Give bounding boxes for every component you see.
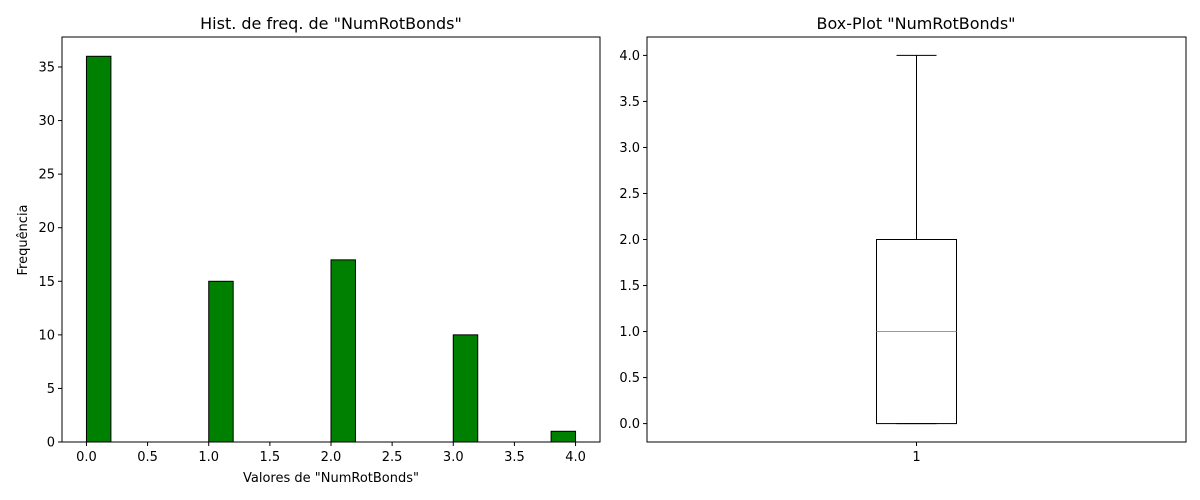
histogram-x-axis-label: Valores de "NumRotBonds" xyxy=(243,471,419,486)
x-tick-label: 0.0 xyxy=(76,450,97,465)
x-tick-label: 1.5 xyxy=(260,450,281,465)
boxplot-title: Box-Plot "NumRotBonds" xyxy=(816,14,1015,33)
boxplot-panel: Box-Plot "NumRotBonds" 0.0 0.5 1.0 1.5 2.0 2.… xyxy=(619,14,1187,465)
histogram-axes-frame xyxy=(61,36,601,443)
y-tick-label: 10 xyxy=(38,328,55,343)
histogram-x-ticks: 0.0 0.5 1.0 1.5 2.0 2.5 3.0 3.5 4.0 xyxy=(76,442,586,465)
x-tick-label: 0.5 xyxy=(137,450,158,465)
histogram-bar xyxy=(330,259,356,443)
histogram-title: Hist. de freq. de "NumRotBonds" xyxy=(200,14,462,33)
y-tick-label: 0.0 xyxy=(619,417,640,432)
y-tick-label: 3.5 xyxy=(619,95,640,110)
histogram-y-ticks: 0 5 10 15 20 25 30 35 xyxy=(38,61,62,451)
x-tick-label: 3.0 xyxy=(443,450,464,465)
y-tick-label: 3.0 xyxy=(619,141,640,156)
y-tick-label: 1.0 xyxy=(619,325,640,340)
x-tick-label: 4.0 xyxy=(565,450,586,465)
x-tick-label: 3.5 xyxy=(504,450,525,465)
boxplot-y-ticks: 0.0 0.5 1.0 1.5 2.0 2.5 3.0 3.5 4.0 xyxy=(619,49,647,432)
y-tick-label: 2.0 xyxy=(619,233,640,248)
histogram-y-axis-label: Frequência xyxy=(16,204,31,275)
y-tick-label: 4.0 xyxy=(619,49,640,64)
y-tick-label: 1.5 xyxy=(619,279,640,294)
x-tick-label: 2.5 xyxy=(382,450,403,465)
y-tick-label: 5 xyxy=(47,382,55,397)
y-tick-label: 30 xyxy=(38,114,55,129)
y-tick-label: 0 xyxy=(47,436,55,451)
boxplot-axes-frame xyxy=(646,36,1187,443)
y-tick-label: 35 xyxy=(38,61,55,76)
x-tick-label: 1.0 xyxy=(198,450,219,465)
x-tick-label: 1 xyxy=(912,450,920,465)
histogram-bar xyxy=(452,334,479,443)
histogram-bars xyxy=(85,55,577,443)
y-tick-label: 15 xyxy=(38,275,55,290)
y-tick-label: 2.5 xyxy=(619,187,640,202)
boxplot-elements xyxy=(876,54,957,425)
y-tick-label: 20 xyxy=(38,221,55,236)
y-tick-label: 25 xyxy=(38,168,55,183)
histogram-bar xyxy=(85,55,112,443)
boxplot-x-ticks: 1 xyxy=(912,442,921,465)
histogram-bar xyxy=(208,280,234,443)
y-tick-label: 0.5 xyxy=(619,371,640,386)
histogram-bar xyxy=(550,430,577,443)
histogram-panel: Hist. de freq. de "NumRotBonds" 0.0 0.5 1.… xyxy=(16,14,601,486)
x-tick-label: 2.0 xyxy=(321,450,342,465)
